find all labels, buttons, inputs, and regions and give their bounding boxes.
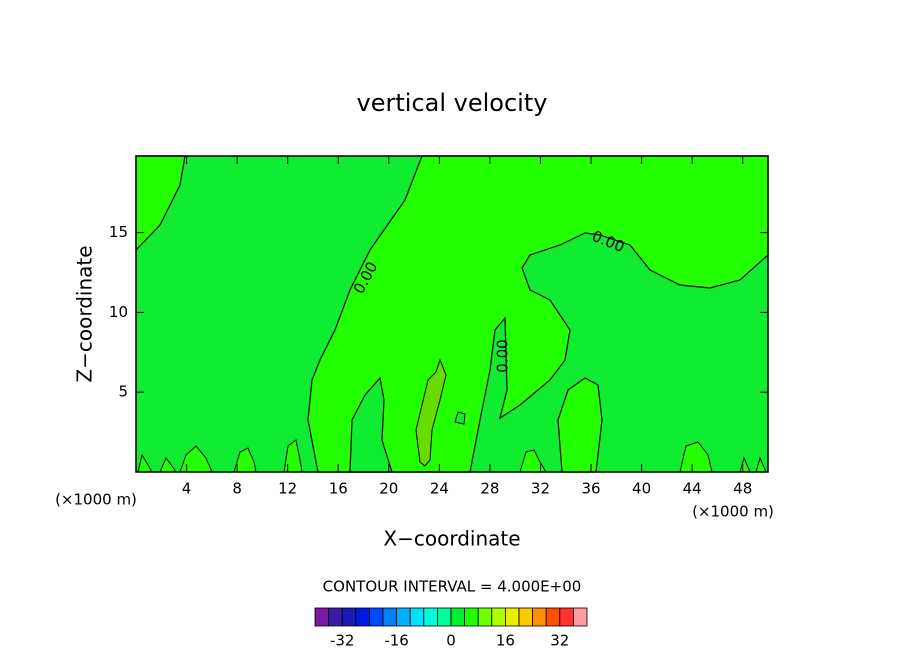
chart-title: vertical velocity: [357, 89, 548, 117]
colorbar-box: [423, 607, 438, 627]
x-tick-label: 36: [581, 480, 600, 498]
colorbar-box: [396, 607, 411, 627]
x-tick-label: 32: [531, 480, 550, 498]
colorbar-tick-label: 0: [446, 632, 456, 650]
contour-interval: CONTOUR INTERVAL = 4.000E+00: [323, 578, 582, 596]
colorbar-box: [409, 607, 425, 627]
x-tick-label: 4: [182, 480, 192, 498]
colorbar-box: [355, 607, 370, 627]
colorbar-tick-label: -32: [330, 632, 355, 650]
colorbar-box: [573, 607, 588, 627]
colorbar-box: [477, 607, 493, 627]
x-tick-label: 24: [430, 480, 449, 498]
x-tick-label: 16: [329, 480, 348, 498]
colorbar-tick-label: 32: [550, 632, 569, 650]
positive-region: [307, 155, 769, 473]
x-unit: (×1000 m): [692, 503, 774, 521]
colorbar-box: [518, 607, 534, 627]
colorbar-box: [559, 607, 574, 627]
x-tick-label: 44: [683, 480, 702, 498]
positive-region: [137, 439, 767, 473]
positive-core: [415, 358, 447, 467]
y-axis-label: Z−coordinate: [73, 245, 97, 382]
x-unit: (×1000 m): [55, 491, 137, 509]
x-tick-label: 20: [379, 480, 398, 498]
colorbar-box: [368, 607, 384, 627]
colorbar-box: [341, 607, 357, 627]
colorbar-box: [314, 607, 330, 627]
colorbar-box: [504, 607, 520, 627]
colorbar-tick-label: -16: [384, 632, 409, 650]
colorbar-box: [328, 607, 343, 627]
y-tick-label: 15: [109, 223, 128, 241]
colorbar-tick-label: 16: [496, 632, 515, 650]
colorbar-box: [450, 607, 466, 627]
negative-region: [454, 411, 466, 425]
y-tick-label: 10: [109, 303, 128, 321]
negative-region: [349, 376, 393, 473]
positive-region: [557, 377, 603, 473]
colorbar-box: [464, 607, 479, 627]
contour-field: [135, 155, 769, 473]
colorbar-box: [436, 607, 452, 627]
x-axis-label: X−coordinate: [383, 527, 520, 551]
y-tick-label: 5: [118, 383, 128, 401]
contour-label: 0.00: [494, 339, 512, 372]
colorbar-box: [545, 607, 561, 627]
colorbar-box: [491, 607, 506, 627]
x-tick-label: 8: [232, 480, 242, 498]
x-tick-label: 12: [278, 480, 297, 498]
plot-frame: [135, 155, 769, 473]
x-tick-label: 40: [632, 480, 651, 498]
x-tick-label: 28: [480, 480, 499, 498]
colorbar-box: [532, 607, 547, 627]
colorbar-box: [382, 607, 398, 627]
x-tick-label: 48: [733, 480, 752, 498]
